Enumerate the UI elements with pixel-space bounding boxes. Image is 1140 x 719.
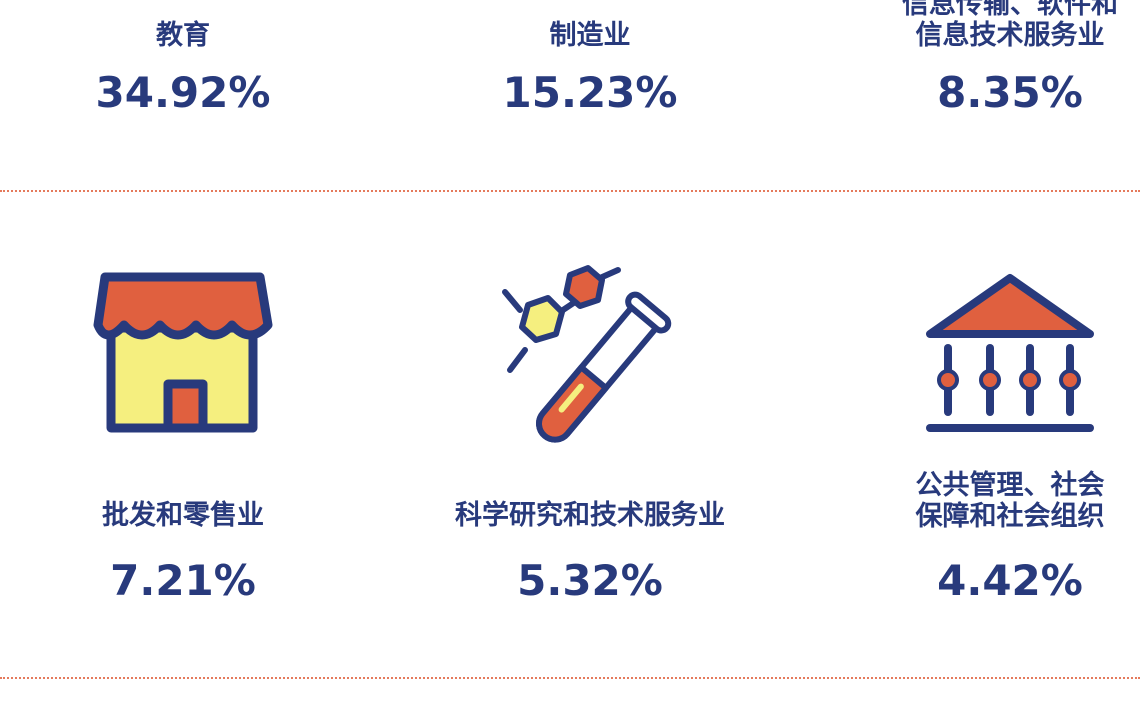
item-value: 8.35% bbox=[937, 68, 1083, 117]
government-icon bbox=[926, 274, 1094, 432]
item-value: 34.92% bbox=[95, 68, 271, 117]
science-icon bbox=[502, 265, 672, 443]
item-label: 信息传输、软件和 bbox=[902, 0, 1118, 20]
item-value: 5.32% bbox=[517, 556, 663, 605]
item-value: 7.21% bbox=[110, 556, 256, 605]
store-icon bbox=[93, 272, 273, 433]
item-label: 教育 bbox=[156, 20, 210, 51]
separator bbox=[0, 190, 1140, 192]
item-label: 公共管理、社会 bbox=[915, 470, 1105, 501]
item-label: 保障和社会组织 bbox=[915, 501, 1105, 532]
item-label: 批发和零售业 bbox=[102, 500, 264, 531]
separator bbox=[0, 677, 1140, 679]
item-value: 15.23% bbox=[502, 68, 678, 117]
item-label: 科学研究和技术服务业 bbox=[455, 500, 725, 531]
item-label: 信息技术服务业 bbox=[915, 20, 1105, 51]
item-value: 4.42% bbox=[937, 556, 1083, 605]
item-label: 制造业 bbox=[549, 20, 631, 51]
